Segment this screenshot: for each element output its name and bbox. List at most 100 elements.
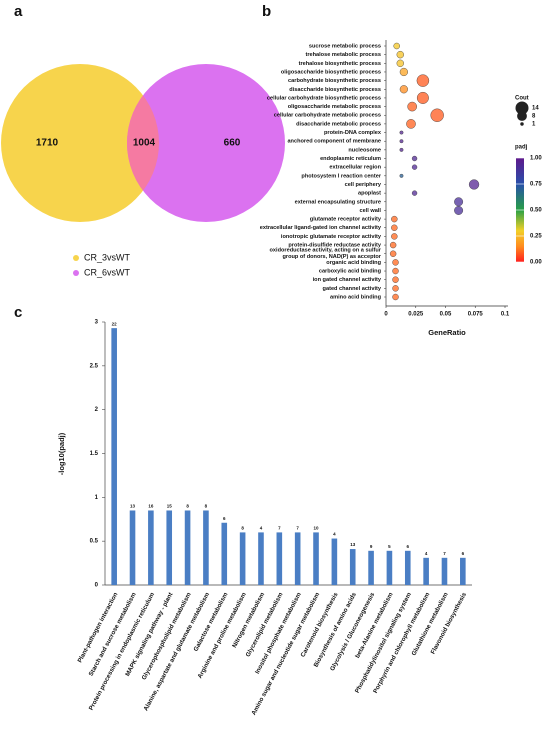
y-tick-label: oligosaccharide metabolic process bbox=[288, 104, 381, 110]
y-tick-label: 0 bbox=[95, 583, 99, 589]
bar-count-label: 7 bbox=[278, 526, 281, 531]
y-tick-label: 2.5 bbox=[90, 363, 99, 369]
legend-title: Cout bbox=[515, 96, 529, 102]
venn-count: 660 bbox=[224, 138, 241, 149]
bubble bbox=[406, 119, 416, 129]
bar-count-label: 6 bbox=[223, 516, 226, 521]
bubble bbox=[454, 205, 464, 215]
colorbar-label: 1.00 bbox=[530, 156, 542, 162]
x-tick-label: 0.075 bbox=[468, 312, 484, 318]
colorbar-label: 0.25 bbox=[530, 234, 542, 240]
x-tick-label: 0.05 bbox=[440, 312, 452, 318]
panel-label: b bbox=[262, 3, 271, 20]
y-tick-label: protein-disulfide reductase activity bbox=[288, 243, 382, 249]
bar-count-label: 13 bbox=[350, 542, 356, 547]
y-tick-label: cellular carbohydrate metabolic process bbox=[274, 113, 381, 119]
x-axis-title: GeneRatio bbox=[428, 328, 466, 337]
bar bbox=[111, 328, 117, 585]
y-tick-label: nucleosome bbox=[348, 147, 381, 153]
y-axis-title: -log10(padj) bbox=[57, 432, 66, 475]
panel-label: a bbox=[14, 3, 23, 20]
bar-count-label: 10 bbox=[314, 526, 320, 531]
bubble bbox=[389, 250, 397, 257]
y-tick-label: amino acid binding bbox=[330, 294, 382, 300]
colorbar-label: 0.00 bbox=[530, 260, 542, 266]
venn-count: 1710 bbox=[36, 138, 59, 149]
legend-label: 14 bbox=[532, 106, 539, 112]
bubble bbox=[416, 74, 430, 87]
bar bbox=[258, 532, 264, 585]
bar-count-label: 13 bbox=[130, 504, 136, 509]
bar bbox=[239, 532, 246, 585]
y-tick-label: 0.5 bbox=[90, 539, 99, 545]
venn-set bbox=[127, 64, 285, 222]
y-tick-label: disaccharide biosynthetic process bbox=[289, 87, 381, 93]
y-tick-label: anchored component of membrane bbox=[287, 139, 381, 145]
x-tick-label: 0 bbox=[384, 312, 388, 318]
y-tick-label: gated channel activity bbox=[323, 286, 382, 292]
x-tick-label: Galactose metabolism bbox=[192, 591, 229, 653]
y-tick-label: trehalose biosynthetic process bbox=[299, 61, 381, 67]
y-tick-label: cell wall bbox=[360, 208, 382, 214]
bar bbox=[313, 532, 319, 585]
y-tick-label: carbohydrate biosynthetic process bbox=[288, 78, 381, 84]
bubble bbox=[430, 108, 444, 122]
legend-title: padj bbox=[515, 145, 528, 151]
bar bbox=[368, 550, 374, 585]
bubble bbox=[391, 233, 398, 240]
legend-label: CR_3vsWT bbox=[84, 252, 131, 262]
colorbar-label: 0.75 bbox=[530, 182, 542, 188]
y-tick-label: oligosaccharide biosynthetic process bbox=[281, 69, 381, 75]
colorbar-label: 0.50 bbox=[530, 208, 542, 214]
bar bbox=[386, 550, 393, 585]
bar bbox=[423, 557, 429, 585]
bar bbox=[148, 510, 154, 585]
bubble bbox=[392, 276, 399, 283]
y-tick-label: cellular carbohydrate biosynthetic proce… bbox=[267, 95, 381, 101]
bubble bbox=[391, 224, 398, 231]
bubble bbox=[396, 59, 404, 67]
y-tick-label: 1.5 bbox=[90, 451, 99, 457]
bar-count-label: 8 bbox=[241, 526, 244, 531]
bar-count-label: 7 bbox=[296, 526, 299, 531]
bar bbox=[276, 532, 283, 585]
bar-count-label: 7 bbox=[443, 551, 446, 556]
bar bbox=[294, 532, 301, 585]
bar bbox=[349, 549, 356, 585]
legend-bubble bbox=[515, 101, 529, 115]
y-tick-label: protein-DNA complex bbox=[324, 130, 382, 136]
y-tick-label: 1 bbox=[95, 495, 99, 501]
y-tick-label: external encapsulating structure bbox=[295, 199, 381, 205]
y-tick-label: 3 bbox=[95, 320, 99, 326]
bar bbox=[331, 538, 338, 585]
x-tick-label: 0.1 bbox=[501, 312, 510, 318]
bubble bbox=[392, 259, 399, 266]
bar-count-label: 4 bbox=[333, 532, 336, 537]
venn-set bbox=[1, 64, 159, 222]
legend-swatch bbox=[73, 255, 79, 261]
legend-label: CR_6vsWT bbox=[84, 267, 131, 277]
bubble bbox=[468, 179, 480, 190]
bar-count-label: 9 bbox=[370, 544, 373, 549]
y-tick-label: sucrose metabolic process bbox=[309, 43, 381, 49]
legend-swatch bbox=[73, 270, 79, 276]
bubble bbox=[396, 50, 404, 59]
y-tick-label: apoplast bbox=[358, 191, 381, 197]
bubble bbox=[399, 130, 404, 135]
bar-count-label: 15 bbox=[167, 504, 173, 509]
panel-label: c bbox=[14, 304, 22, 321]
x-tick-label: Flavonoid biosynthesis bbox=[430, 591, 469, 655]
bar-count-label: 8 bbox=[186, 504, 189, 509]
legend-label: 8 bbox=[532, 114, 536, 120]
bubble bbox=[399, 85, 408, 94]
y-tick-label: organic acid binding bbox=[326, 260, 381, 266]
bar-count-label: 4 bbox=[425, 551, 428, 556]
y-tick-label: endoplasmic reticulum bbox=[320, 156, 381, 162]
bubble bbox=[392, 267, 399, 275]
y-tick-label: glutamate receptor activity bbox=[310, 217, 382, 223]
bar bbox=[404, 550, 411, 585]
bubble bbox=[391, 215, 398, 223]
bubble bbox=[454, 197, 464, 207]
y-tick-label: extracellular ligand-gated ion channel a… bbox=[260, 225, 382, 231]
y-tick-label: photosystem I reaction center bbox=[301, 173, 381, 179]
